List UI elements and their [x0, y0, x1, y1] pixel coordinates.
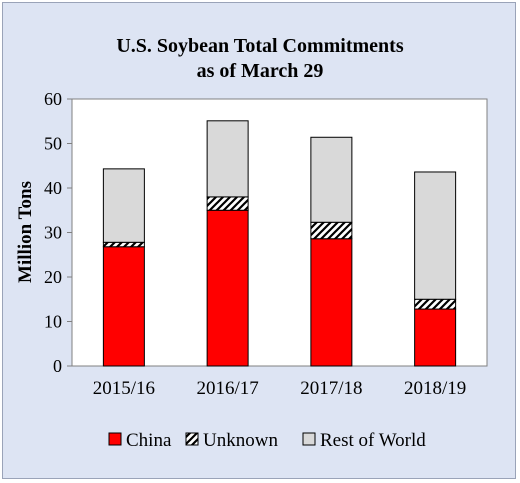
bar-segment-china: [102, 246, 145, 367]
y-tick-label: 10: [44, 312, 62, 332]
x-tick-label: 2018/19: [404, 378, 466, 399]
x-axis: 2015/16 2016/17 2017/18 2018/19: [93, 378, 467, 399]
bar-segment-rest-of-world: [102, 168, 145, 243]
legend-swatch: [302, 432, 316, 446]
bar-segment-unknown: [102, 241, 145, 248]
legend-label: Rest of World: [320, 430, 426, 451]
bars: [102, 120, 457, 367]
x-tick-label: 2015/16: [93, 378, 155, 399]
legend-label: China: [126, 430, 172, 451]
y-axis: 0 10 20 30 40 50 60: [44, 89, 72, 376]
bar-segment-china: [310, 238, 353, 367]
legend-label: Unknown: [203, 430, 278, 451]
legend: China Unknown Rest of World: [108, 430, 426, 451]
y-tick-label: 0: [53, 356, 62, 376]
legend-swatch: [108, 432, 122, 446]
y-tick-label: 50: [44, 134, 62, 154]
y-axis-label: Million Tons: [15, 181, 36, 283]
legend-swatch: [185, 432, 199, 446]
x-tick-label: 2016/17: [196, 378, 258, 399]
y-tick-label: 30: [44, 223, 62, 243]
bar-segment-rest-of-world: [206, 120, 249, 198]
bar-segment-china: [206, 209, 249, 367]
chart-title-line-1: U.S. Soybean Total Commitments: [116, 35, 404, 57]
bar-segment-rest-of-world: [414, 171, 457, 300]
bar-segment-unknown: [414, 298, 457, 310]
bar-segment-unknown: [206, 196, 249, 211]
bar-segment-rest-of-world: [310, 136, 353, 223]
chart-title-line-2: as of March 29: [196, 60, 324, 82]
x-tick-label: 2017/18: [300, 378, 362, 399]
bar-segment-china: [414, 308, 457, 367]
chart-title: U.S. Soybean Total Commitments as of Mar…: [0, 34, 520, 84]
bar-segment-unknown: [310, 221, 353, 240]
y-tick-label: 40: [44, 178, 62, 198]
y-tick-label: 60: [44, 89, 62, 109]
y-tick-label: 20: [44, 267, 62, 287]
